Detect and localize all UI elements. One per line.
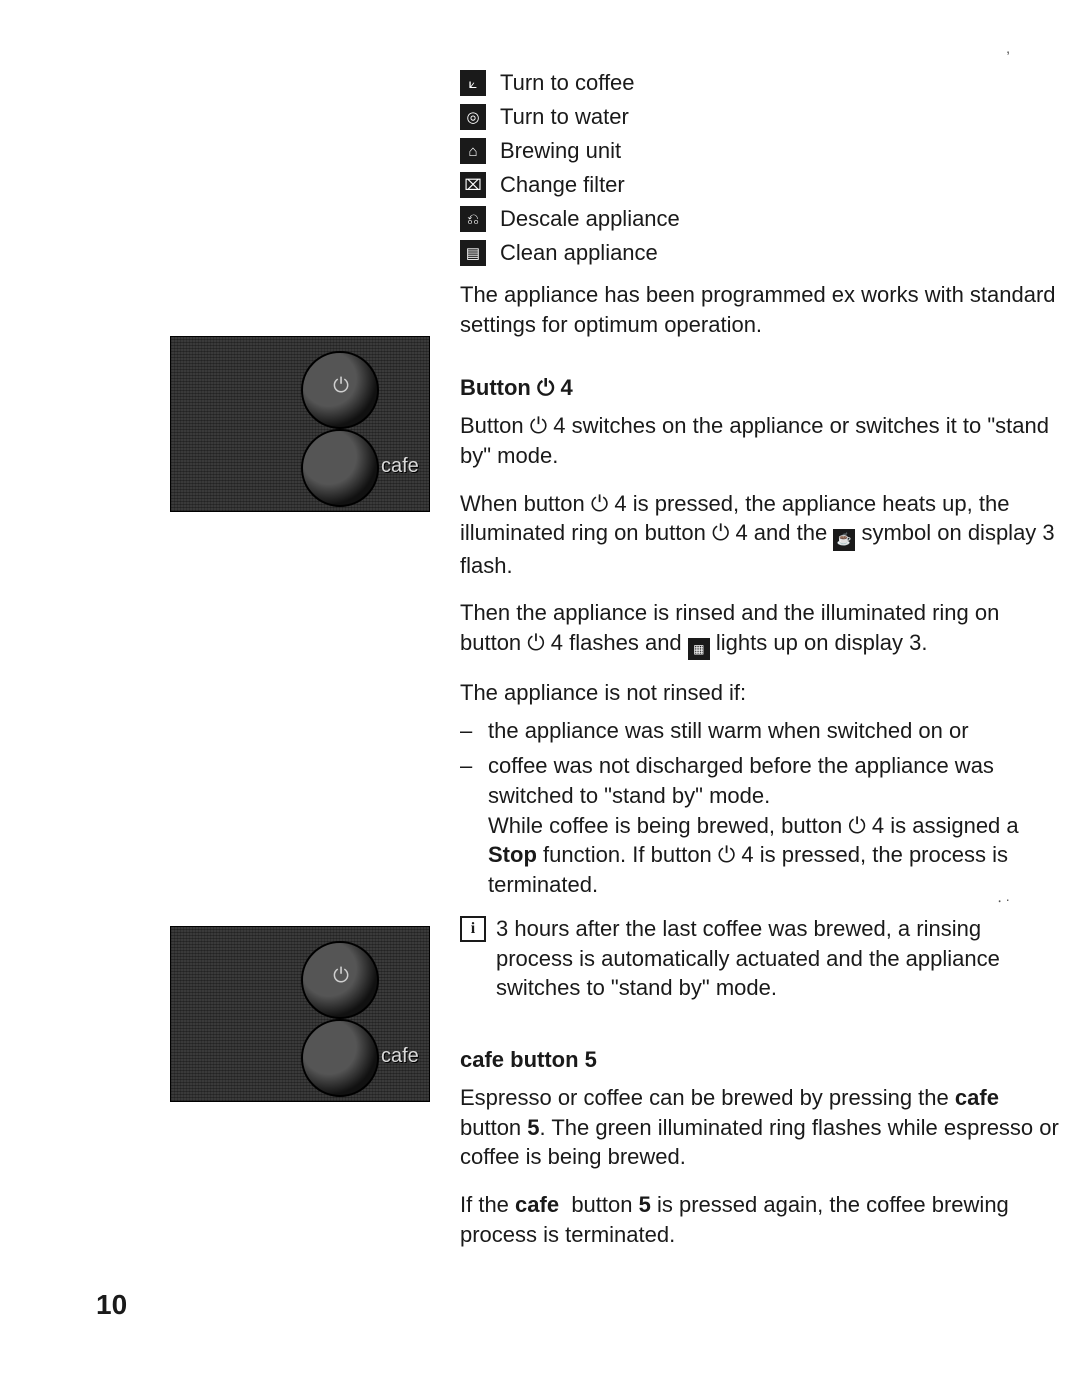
section-heading-button4: Button ⏻ 4	[460, 375, 1060, 401]
heading-text: Button	[460, 375, 537, 400]
intro-paragraph: The appliance has been programmed ex wor…	[460, 280, 1060, 339]
text-run: Button	[460, 413, 530, 438]
body-paragraph: If the cafe button 5 is pressed again, t…	[460, 1190, 1060, 1249]
bullet-item: – the appliance was still warm when swit…	[460, 716, 1060, 746]
bullet-marker: –	[460, 751, 488, 899]
bullet-item: – coffee was not discharged before the a…	[460, 751, 1060, 899]
power-icon: ⏻	[530, 413, 547, 438]
grid-icon: ▦	[688, 638, 710, 660]
text-run: When button	[460, 491, 591, 516]
body-paragraph: Then the appliance is rinsed and the ill…	[460, 598, 1060, 660]
power-icon: ⏻	[327, 962, 355, 990]
section-heading-cafe5: cafe button 5	[460, 1047, 1060, 1073]
body-paragraph: The appliance is not rinsed if:	[460, 678, 1060, 708]
manual-page: , ⟀ Turn to coffee ◎ Turn to water ⌂ Bre…	[0, 0, 1080, 1375]
brewing-unit-icon: ⌂	[460, 138, 486, 164]
legend-row: ⌧ Change filter	[460, 172, 1060, 198]
turn-to-water-icon: ◎	[460, 104, 486, 130]
change-filter-icon: ⌧	[460, 172, 486, 198]
info-icon: i	[460, 916, 486, 942]
legend-label: Turn to water	[500, 104, 629, 130]
info-note: i 3 hours after the last coffee was brew…	[460, 914, 1060, 1003]
stray-mark: ⸳ ·	[998, 890, 1010, 909]
text-run: lights up on display 3.	[710, 630, 928, 655]
text-run: 4 and the	[729, 520, 833, 545]
power-icon: ⏻	[527, 630, 544, 655]
cup-icon: ☕	[833, 529, 855, 551]
bullet-list: – the appliance was still warm when swit…	[460, 716, 1060, 900]
descale-appliance-icon: ⎌	[460, 206, 486, 232]
legend-row: ⌂ Brewing unit	[460, 138, 1060, 164]
cafe-label: cafe	[381, 1045, 419, 1068]
cafe-knob	[301, 429, 379, 507]
cafe-label: cafe	[381, 455, 419, 478]
control-panel-photo-2: ⏻ cafe	[170, 926, 430, 1102]
icon-legend-list: ⟀ Turn to coffee ◎ Turn to water ⌂ Brewi…	[460, 70, 1060, 266]
legend-label: Descale appliance	[500, 206, 680, 232]
power-icon: ⏻	[537, 375, 554, 400]
info-text: 3 hours after the last coffee was brewed…	[496, 914, 1060, 1003]
legend-label: Change filter	[500, 172, 625, 198]
power-icon: ⏻	[712, 520, 729, 545]
cafe-knob	[301, 1019, 379, 1097]
body-paragraph: Espresso or coffee can be brewed by pres…	[460, 1083, 1060, 1172]
page-number: 10	[96, 1289, 127, 1321]
power-icon: ⏻	[591, 491, 608, 516]
content-column: ⟀ Turn to coffee ◎ Turn to water ⌂ Brewi…	[460, 70, 1060, 1249]
body-paragraph: When button ⏻ 4 is pressed, the applianc…	[460, 489, 1060, 580]
bullet-marker: –	[460, 716, 488, 746]
legend-label: Turn to coffee	[500, 70, 635, 96]
control-panel-photo-1: ⏻ cafe	[170, 336, 430, 512]
stray-mark: ,	[1006, 40, 1010, 56]
text-run: 4 switches on the appliance or switches …	[460, 413, 1049, 468]
legend-label: Clean appliance	[500, 240, 658, 266]
legend-label: Brewing unit	[500, 138, 621, 164]
text-run: 4 flashes and	[545, 630, 688, 655]
power-icon: ⏻	[327, 372, 355, 400]
legend-row: ▤ Clean appliance	[460, 240, 1060, 266]
turn-to-coffee-icon: ⟀	[460, 70, 486, 96]
legend-row: ◎ Turn to water	[460, 104, 1060, 130]
bullet-text: coffee was not discharged before the app…	[488, 751, 1060, 899]
bullet-text: the appliance was still warm when switch…	[488, 716, 1060, 746]
heading-number: 4	[554, 375, 572, 400]
legend-row: ⎌ Descale appliance	[460, 206, 1060, 232]
clean-appliance-icon: ▤	[460, 240, 486, 266]
body-paragraph: Button ⏻ 4 switches on the appliance or …	[460, 411, 1060, 470]
legend-row: ⟀ Turn to coffee	[460, 70, 1060, 96]
